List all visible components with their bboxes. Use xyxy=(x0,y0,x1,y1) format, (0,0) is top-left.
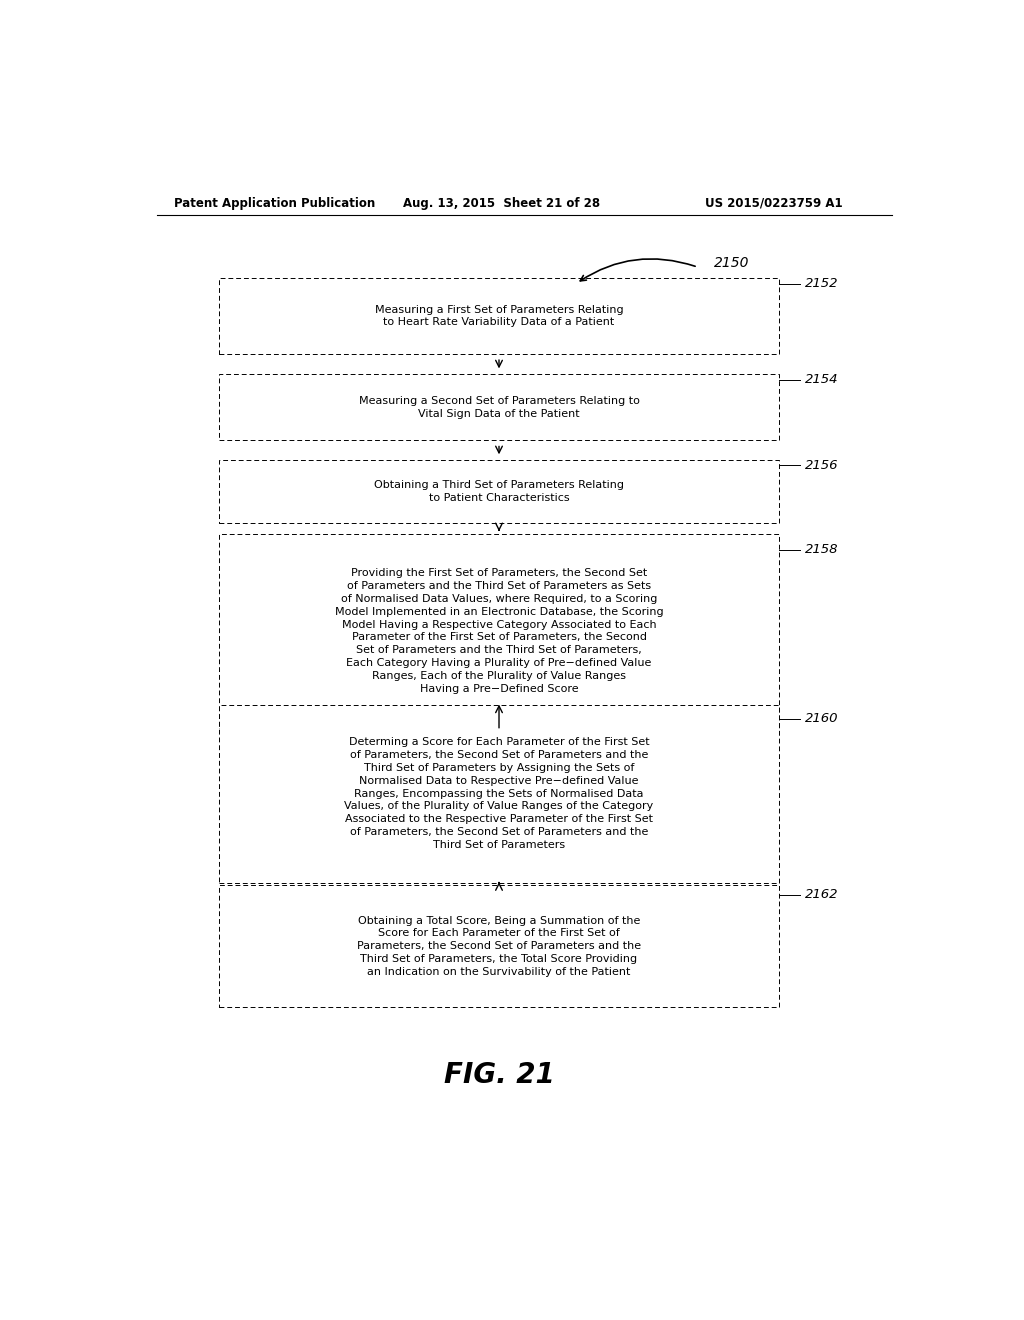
Text: Patent Application Publication: Patent Application Publication xyxy=(174,197,376,210)
Text: Measuring a Second Set of Parameters Relating to
Vital Sign Data of the Patient: Measuring a Second Set of Parameters Rel… xyxy=(358,396,639,418)
Text: US 2015/0223759 A1: US 2015/0223759 A1 xyxy=(706,197,843,210)
Bar xyxy=(219,705,778,883)
Text: 2162: 2162 xyxy=(805,888,839,902)
Bar xyxy=(219,461,778,523)
Bar xyxy=(219,277,778,354)
Text: Obtaining a Third Set of Parameters Relating
to Patient Characteristics: Obtaining a Third Set of Parameters Rela… xyxy=(374,480,624,503)
Text: 2150: 2150 xyxy=(714,256,750,271)
Text: 2154: 2154 xyxy=(805,374,839,387)
Text: Obtaining a Total Score, Being a Summation of the
Score for Each Parameter of th: Obtaining a Total Score, Being a Summati… xyxy=(357,916,641,977)
Bar xyxy=(219,375,778,441)
Text: 2156: 2156 xyxy=(805,459,839,471)
Text: 2158: 2158 xyxy=(805,544,839,557)
Text: Measuring a First Set of Parameters Relating
to Heart Rate Variability Data of a: Measuring a First Set of Parameters Rela… xyxy=(375,305,624,327)
Text: Providing the First Set of Parameters, the Second Set
of Parameters and the Thir: Providing the First Set of Parameters, t… xyxy=(335,569,664,693)
Text: FIG. 21: FIG. 21 xyxy=(443,1061,554,1089)
Bar xyxy=(219,535,778,727)
Text: 2160: 2160 xyxy=(805,713,839,726)
Bar xyxy=(219,886,778,1007)
Text: 2152: 2152 xyxy=(805,277,839,290)
Text: Aug. 13, 2015  Sheet 21 of 28: Aug. 13, 2015 Sheet 21 of 28 xyxy=(403,197,600,210)
Text: Determing a Score for Each Parameter of the First Set
of Parameters, the Second : Determing a Score for Each Parameter of … xyxy=(344,738,653,850)
